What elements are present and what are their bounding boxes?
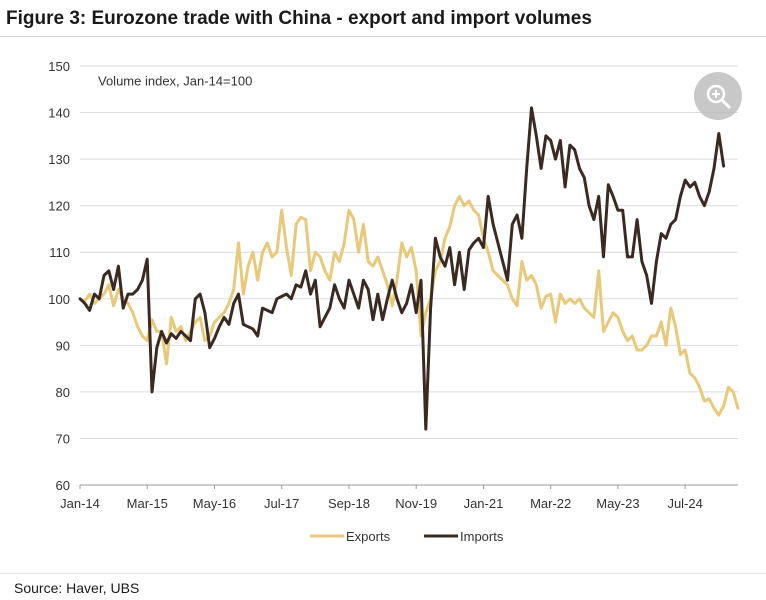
- y-tick-label: 140: [48, 106, 70, 121]
- x-tick-label: Jul-24: [667, 496, 702, 511]
- x-tick-label: Mar-15: [127, 496, 168, 511]
- y-tick-label: 90: [56, 338, 70, 353]
- x-tick-label: Jan-21: [464, 496, 504, 511]
- x-tick-label: Sep-18: [328, 496, 370, 511]
- x-tick-label: Jul-17: [264, 496, 299, 511]
- y-tick-label: 100: [48, 292, 70, 307]
- y-tick-label: 80: [56, 385, 70, 400]
- figure-title: Figure 3: Eurozone trade with China - ex…: [6, 8, 592, 29]
- title-divider: [0, 36, 766, 37]
- x-tick-label: Nov-19: [395, 496, 437, 511]
- x-tick-label: May-23: [596, 496, 639, 511]
- series-line-imports: [78, 106, 726, 431]
- zoom-in-icon: [706, 84, 731, 109]
- y-tick-label: 130: [48, 152, 70, 167]
- x-tick-label: Mar-22: [530, 496, 571, 511]
- y-tick-label: 120: [48, 199, 70, 214]
- y-tick-label: 70: [56, 431, 70, 446]
- x-tick-label: May-16: [193, 496, 236, 511]
- line-chart: 60 70 80 90 100 110 120 130 140 150 Jan-14 Mar-15 Ma…: [48, 59, 740, 544]
- y-tick-label: 150: [48, 59, 70, 74]
- y-tick-label: 60: [56, 478, 70, 493]
- source-divider: [0, 573, 766, 574]
- chart-annotation: Volume index, Jan-14=100: [98, 74, 252, 89]
- source-note: Source: Haver, UBS: [14, 580, 140, 596]
- series-line-exports: [78, 194, 740, 417]
- legend-label-imports: Imports: [460, 529, 504, 544]
- y-tick-label: 110: [49, 245, 70, 260]
- legend-label-exports: Exports: [346, 529, 391, 544]
- zoom-button[interactable]: [694, 72, 742, 120]
- x-tick-label: Jan-14: [60, 496, 100, 511]
